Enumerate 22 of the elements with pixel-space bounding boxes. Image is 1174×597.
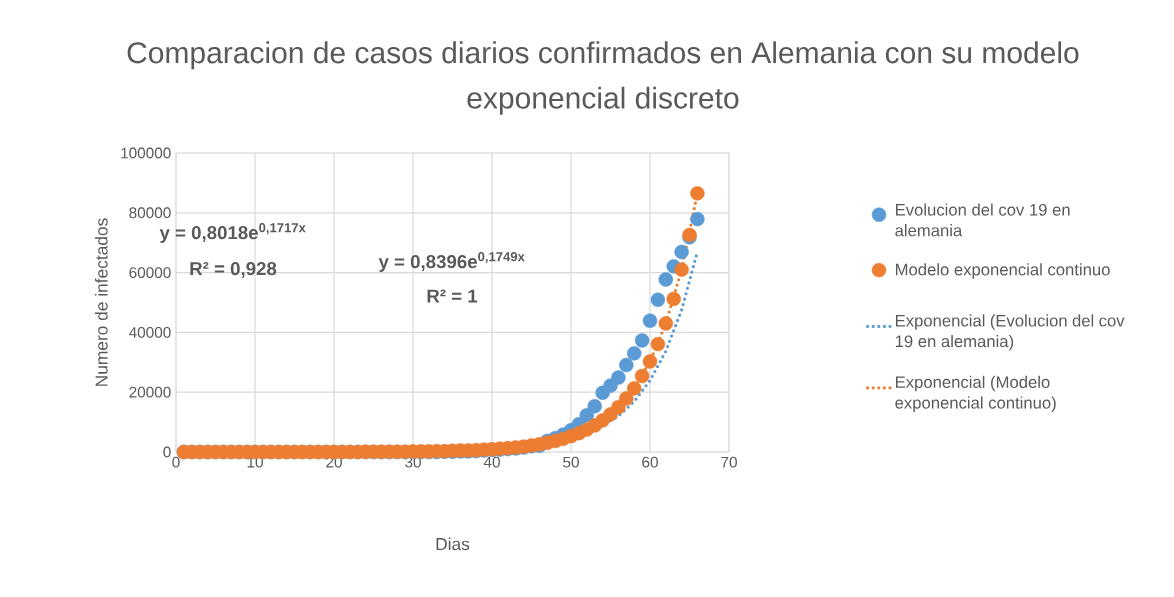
y-tick-label: 40000: [129, 326, 171, 338]
legend-label: Evolucion del cov 19 en alemania: [895, 203, 1070, 237]
annotation: y = 0,8396e$^{0,1749x}$: [378, 252, 525, 272]
y-tick-label: 80000: [129, 207, 171, 219]
y-tick-label: 60000: [129, 267, 171, 279]
x-tick-label: 50: [563, 456, 579, 468]
legend-label: Exponencial (Modelo exponencial continuo): [895, 375, 1056, 412]
y-tick-label: 20000: [129, 386, 171, 398]
x-tick-label: 60: [642, 456, 658, 468]
annotation: R² = 0,928: [190, 262, 277, 278]
annotation: y = 0,8018e$^{0,1717x}$: [159, 223, 306, 243]
x-tick-label: 0: [172, 456, 180, 468]
y-tick-label: 0: [163, 446, 171, 458]
x-tick-label: 70: [721, 456, 737, 468]
legend-label: Exponencial (Evolucion del cov 19 en alemania): [895, 314, 1125, 351]
x-tick-label: 40: [483, 456, 500, 468]
chart-title: Comparacion de casos diarios confirmados en Alemania con su modelo exponencial discreto: [127, 41, 1079, 115]
y-tick-label: 100000: [121, 147, 171, 159]
annotation: R² = 1: [427, 289, 478, 303]
y-axis-title: Numero de infectados: [94, 218, 108, 386]
legend-label: Modelo exponencial continuo: [895, 263, 1110, 279]
x-axis-title: Dias: [436, 537, 470, 551]
